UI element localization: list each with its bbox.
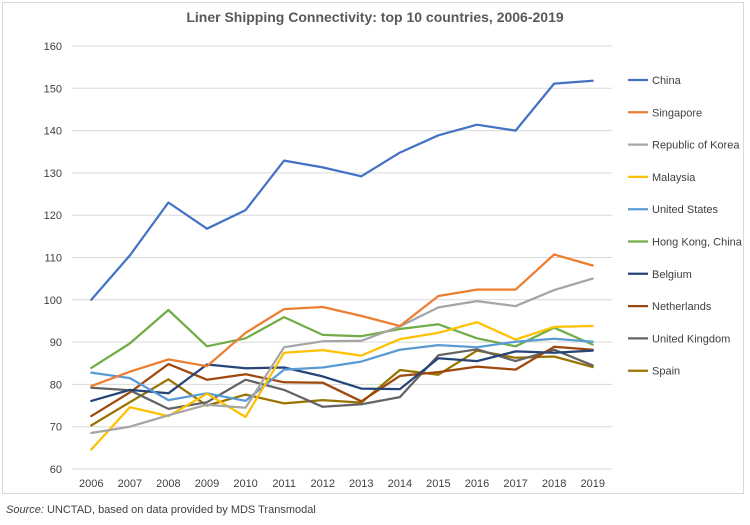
- x-tick-label-2006: 2006: [79, 478, 103, 490]
- series-line-united-states: [90, 337, 594, 403]
- legend-label-singapore: Singapore: [652, 107, 702, 119]
- x-tick-label-2013: 2013: [349, 478, 373, 490]
- series-line-republic-of-korea: [90, 277, 594, 435]
- y-tick-label-70: 70: [50, 422, 62, 434]
- source-label: Source:: [6, 504, 44, 516]
- legend-label-hong-kong-china: Hong Kong, China: [652, 237, 743, 249]
- series-line-hong-kong-china: [90, 308, 594, 370]
- legend-label-united-states: United States: [652, 204, 719, 216]
- chart-border: [2, 2, 744, 494]
- x-tick-label-2011: 2011: [272, 478, 296, 490]
- legend-label-republic-of-korea: Republic of Korea: [652, 140, 740, 152]
- y-tick-label-80: 80: [50, 379, 62, 391]
- y-tick-label-130: 130: [44, 168, 62, 180]
- series-line-malaysia: [90, 321, 594, 451]
- legend-label-united-kingdom: United Kingdom: [652, 333, 730, 345]
- x-tick-label-2018: 2018: [542, 478, 566, 490]
- legend: China Singapore Republic of Korea Malaysia U…: [628, 75, 743, 378]
- legend-label-china: China: [652, 75, 682, 87]
- x-axis-ticks: 2006 2007 2008 2009 2010 2011 2012 2013 2014 2015…: [79, 478, 605, 490]
- y-tick-label-150: 150: [44, 83, 62, 95]
- source-note: Source: UNCTAD, based on data provided b…: [6, 504, 316, 516]
- x-tick-label-2016: 2016: [465, 478, 489, 490]
- series-lines: [90, 79, 594, 451]
- x-tick-label-2015: 2015: [426, 478, 450, 490]
- y-tick-label-60: 60: [50, 464, 62, 476]
- x-tick-label-2009: 2009: [195, 478, 219, 490]
- y-tick-label-100: 100: [44, 295, 62, 307]
- x-tick-label-2008: 2008: [156, 478, 180, 490]
- legend-label-belgium: Belgium: [652, 269, 692, 281]
- series-line-united-kingdom: [90, 348, 594, 411]
- x-tick-label-2014: 2014: [388, 478, 412, 490]
- x-tick-label-2017: 2017: [503, 478, 527, 490]
- series-line-netherlands: [90, 345, 594, 418]
- legend-label-spain: Spain: [652, 366, 680, 378]
- x-tick-label-2007: 2007: [118, 478, 142, 490]
- legend-label-netherlands: Netherlands: [652, 301, 712, 313]
- legend-label-malaysia: Malaysia: [652, 172, 696, 184]
- series-line-singapore: [90, 253, 594, 388]
- y-axis-ticks: 60 70 80 90 100 110 120 130 140 150 160: [44, 41, 62, 476]
- y-tick-label-120: 120: [44, 210, 62, 222]
- series-line-china: [90, 79, 594, 301]
- x-tick-label-2019: 2019: [580, 478, 604, 490]
- y-tick-label-140: 140: [44, 126, 62, 138]
- x-tick-label-2010: 2010: [233, 478, 257, 490]
- x-tick-label-2012: 2012: [310, 478, 334, 490]
- series-line-spain: [90, 349, 594, 427]
- y-tick-label-90: 90: [50, 337, 62, 349]
- line-chart: Liner Shipping Connectivity: top 10 coun…: [44, 9, 743, 490]
- series-line-belgium: [90, 349, 594, 403]
- y-tick-label-160: 160: [44, 41, 62, 53]
- y-tick-label-110: 110: [44, 253, 62, 265]
- chart-title: Liner Shipping Connectivity: top 10 coun…: [186, 9, 564, 25]
- source-text: UNCTAD, based on data provided by MDS Tr…: [43, 504, 316, 516]
